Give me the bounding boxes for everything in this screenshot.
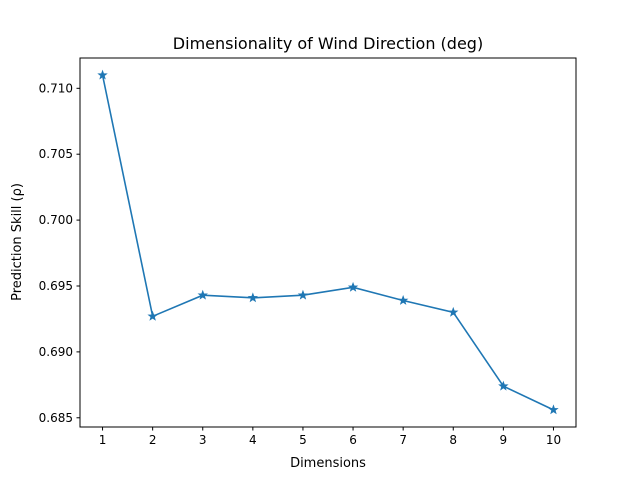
x-axis-label: Dimensions — [290, 456, 366, 471]
y-tick-label: 0.705 — [39, 147, 73, 161]
data-point-marker — [347, 281, 359, 292]
y-tick-label: 0.685 — [39, 411, 73, 425]
series-line — [101, 74, 554, 411]
data-point-marker — [397, 295, 409, 305]
data-point-marker — [297, 289, 309, 300]
data-point-marker — [548, 404, 559, 415]
x-tick-label: 2 — [149, 433, 157, 447]
series-markers — [97, 69, 559, 415]
x-tick-label: 1 — [99, 433, 107, 447]
data-point-marker — [498, 380, 509, 391]
y-axis-label: Prediction Skill (ρ) — [10, 183, 25, 301]
y-tick-label: 0.695 — [39, 279, 73, 293]
y-tick-label: 0.700 — [39, 213, 73, 227]
x-tick-label: 3 — [199, 433, 207, 447]
x-tick-label: 9 — [500, 433, 508, 447]
y-axis-ticks: 0.685 0.690 0.695 0.700 0.705 0.710 — [39, 81, 80, 425]
plot-area-frame — [79, 57, 577, 428]
x-tick-label: 5 — [299, 433, 307, 447]
x-tick-label: 8 — [449, 433, 457, 447]
x-axis-ticks: 1 2 3 4 5 6 7 8 9 10 — [99, 427, 561, 447]
data-point-marker — [197, 289, 208, 300]
data-point-marker — [97, 69, 108, 80]
y-tick-label: 0.690 — [39, 345, 73, 359]
data-point-marker — [247, 292, 259, 303]
x-tick-label: 4 — [249, 433, 257, 447]
chart-title: Dimensionality of Wind Direction (deg) — [173, 34, 483, 53]
x-tick-label: 10 — [546, 433, 561, 447]
data-point-marker — [147, 310, 158, 321]
x-tick-label: 7 — [399, 433, 407, 447]
y-tick-label: 0.710 — [39, 81, 73, 95]
data-point-marker — [448, 306, 459, 317]
x-tick-label: 6 — [349, 433, 357, 447]
